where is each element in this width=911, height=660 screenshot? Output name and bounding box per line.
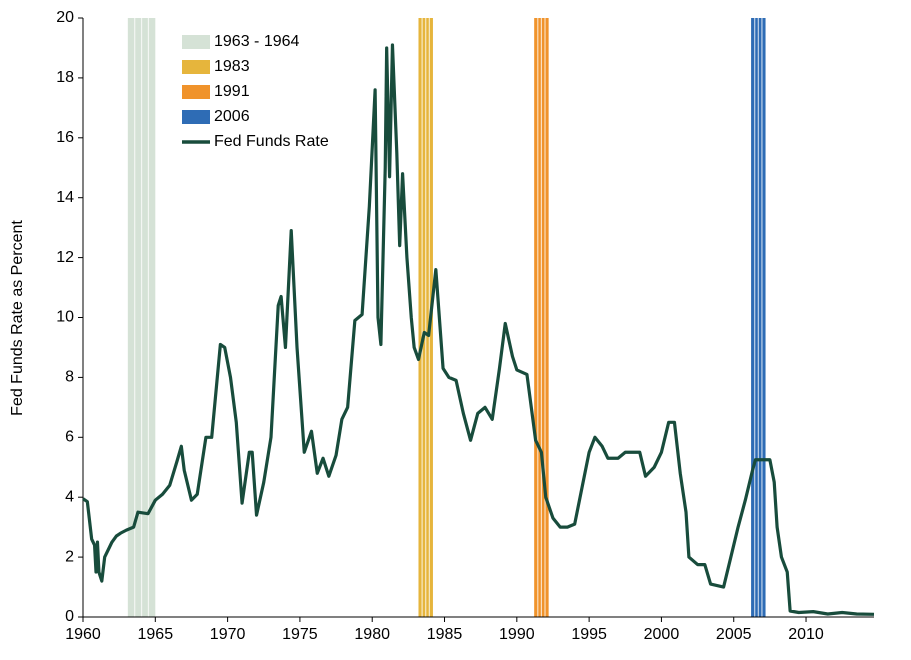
y-tick-label: 4	[65, 488, 74, 505]
y-tick-label: 20	[56, 9, 74, 26]
x-tick-label: 2000	[644, 626, 680, 643]
legend-label: 1963 - 1964	[214, 33, 300, 50]
x-tick-label: 1995	[571, 626, 607, 643]
y-tick-label: 14	[56, 189, 74, 206]
legend-label: 1983	[214, 58, 250, 75]
legend-label: 1991	[214, 83, 250, 100]
x-tick-label: 1975	[282, 626, 318, 643]
y-tick-label: 2	[65, 548, 74, 565]
legend-label: 2006	[214, 108, 250, 125]
y-tick-label: 10	[56, 309, 74, 326]
legend-swatch	[182, 110, 210, 124]
y-tick-label: 18	[56, 69, 74, 86]
y-tick-label: 16	[56, 129, 74, 146]
y-tick-label: 6	[65, 429, 74, 446]
x-tick-label: 1960	[65, 626, 101, 643]
x-tick-label: 1990	[499, 626, 535, 643]
x-tick-label: 1970	[210, 626, 246, 643]
x-tick-label: 1980	[354, 626, 390, 643]
y-axis-label: Fed Funds Rate as Percent	[9, 220, 26, 416]
y-tick-label: 0	[65, 608, 74, 625]
x-tick-label: 1965	[138, 626, 174, 643]
y-tick-label: 8	[65, 369, 74, 386]
data-line	[82, 43, 875, 616]
x-tick-label: 2005	[716, 626, 752, 643]
legend-label: Fed Funds Rate	[214, 133, 329, 150]
x-tick-label: 2010	[788, 626, 824, 643]
legend-swatch	[182, 60, 210, 74]
y-tick-label: 12	[56, 249, 74, 266]
legend-swatch	[182, 35, 210, 49]
x-tick-label: 1985	[427, 626, 463, 643]
legend-swatch	[182, 85, 210, 99]
